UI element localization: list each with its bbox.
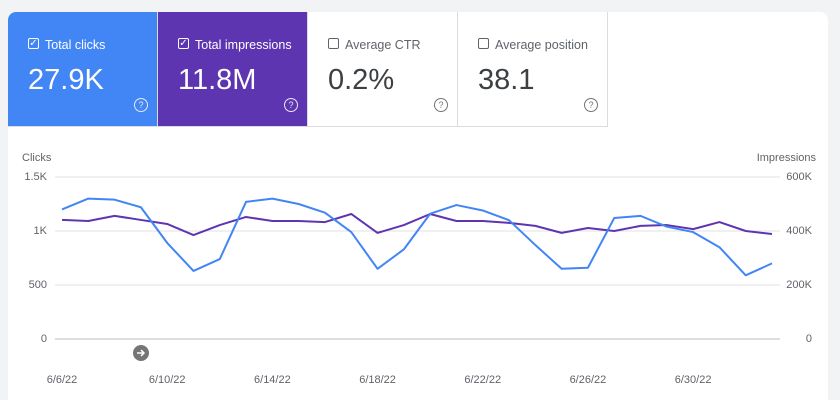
metric-card[interactable]: ✓ Total clicks 27.9K? [8,12,158,127]
checkbox[interactable] [478,38,489,49]
help-icon[interactable]: ? [134,98,148,112]
y-tick-label: 0 [41,333,47,345]
x-tick-label: 6/26/22 [570,374,607,386]
x-tick-label: 6/22/22 [464,374,501,386]
card-value: 11.8M [178,64,257,96]
x-tick-label: 6/14/22 [254,374,291,386]
x-tick-label: 6/30/22 [675,374,712,386]
help-icon[interactable]: ? [584,98,598,112]
card-value: 0.2% [328,64,395,96]
checkbox[interactable] [328,38,339,49]
series-line [61,212,773,237]
checkbox[interactable]: ✓ [28,38,39,49]
card-label: Average position [495,38,588,52]
y-axis-label: Clicks [22,152,52,164]
card-value: 27.9K [28,64,104,96]
y-tick-label: 1K [34,225,48,237]
help-icon[interactable]: ? [284,98,298,112]
y2-tick-label: 400K [786,225,812,237]
card-label: Total clicks [45,38,106,52]
metric-card[interactable]: ✓ Total impressions 11.8M? [158,12,308,127]
y2-tick-label: 600K [786,171,812,183]
series-line [61,197,773,277]
card-value: 38.1 [478,64,535,96]
y-tick-label: 1.5K [24,171,47,183]
annotation-arrow [137,349,146,357]
help-icon[interactable]: ? [434,98,448,112]
x-tick-label: 6/10/22 [149,374,186,386]
y2-tick-label: 200K [786,279,812,291]
y2-axis-label: Impressions [757,152,817,164]
y-tick-label: 500 [29,279,47,291]
panel: ✓ Total clicks 27.9K? ✓ Total impressions 11.… [8,12,828,400]
x-tick-label: 6/6/22 [47,374,78,386]
card-label: Average CTR [345,38,421,52]
y2-tick-label: 0 [806,333,812,345]
metric-card[interactable]: Average position 38.1? [458,12,608,127]
metric-card[interactable]: Average CTR 0.2%? [308,12,458,127]
checkbox[interactable]: ✓ [178,38,189,49]
x-tick-label: 6/18/22 [359,374,396,386]
card-label: Total impressions [195,38,292,52]
